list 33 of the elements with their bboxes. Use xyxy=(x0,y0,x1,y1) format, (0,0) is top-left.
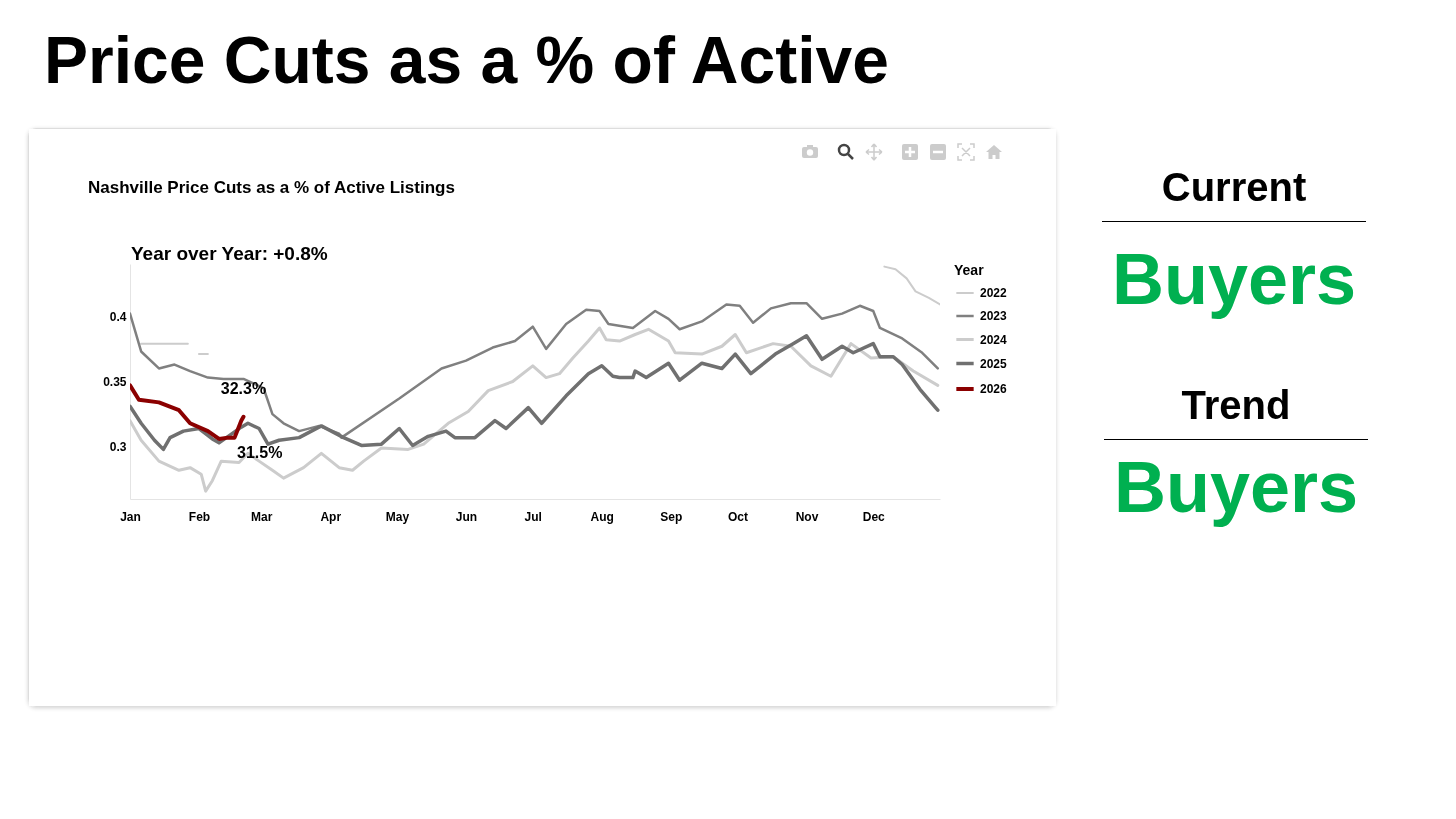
x-tick-label: Nov xyxy=(795,509,819,524)
legend-title: Year xyxy=(954,262,985,278)
card: Jan Feb Mar Apr May Jun Jul Aug Sep Oct Nov Dec 0.3 0.35 0.4 32.3% 31.5% 2022 2023 2024 2025 2026 Year Nashville Price Cuts as a % of Active Listings Year over Year: +0.8% xyxy=(28,128,1056,707)
text: Year over Year: +0.8% xyxy=(131,243,328,265)
annotation: 32.3% xyxy=(220,379,267,397)
y-tick-label: 0.3 xyxy=(109,440,127,455)
x-tick-label: Aug xyxy=(590,509,614,524)
y-tick-label: 0.35 xyxy=(103,375,127,389)
text: Trend xyxy=(1180,383,1292,428)
chart-subtitle: Nashville Price Cuts as a % of Active Listings xyxy=(88,178,455,198)
legend-label: 2023 xyxy=(980,309,1008,323)
x-tick-label: Apr xyxy=(320,509,342,524)
x-tick-label: Jun xyxy=(455,509,478,524)
legend-label: 2024 xyxy=(980,332,1008,347)
x-tick-label: Mar xyxy=(251,509,273,524)
legend-label: 2025 xyxy=(980,356,1008,371)
line-series xyxy=(130,326,940,493)
x-tick-label: Dec xyxy=(862,509,886,524)
text: Buyers xyxy=(1110,238,1358,320)
x-tick-label: Jan xyxy=(120,509,141,524)
annotation: 31.5% xyxy=(237,444,283,462)
x-tick-label: Sep xyxy=(660,509,683,524)
legend-label: 2026 xyxy=(980,382,1008,396)
text: Current xyxy=(1160,165,1308,210)
text: Buyers xyxy=(1112,446,1360,528)
chart-title: Price Cuts as a % of Active xyxy=(44,22,889,98)
line-series xyxy=(130,301,940,439)
x-tick-label: Oct xyxy=(727,509,749,524)
x-tick-label: Feb xyxy=(188,509,211,524)
y-tick-label: 0.4 xyxy=(109,309,127,324)
x-tick-label: Jul xyxy=(524,509,542,524)
x-tick-label: May xyxy=(385,509,410,524)
legend-label: 2022 xyxy=(980,286,1008,300)
